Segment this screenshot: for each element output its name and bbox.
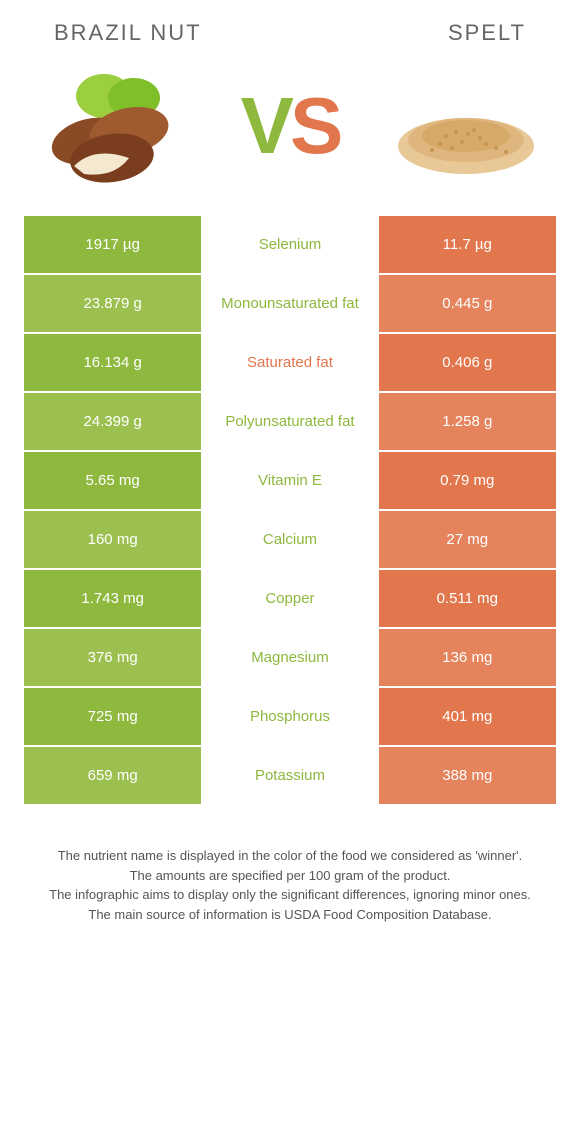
left-food-title: BRAZIL NUT	[54, 20, 202, 46]
left-value: 16.134 g	[24, 334, 201, 391]
table-row: 160 mgCalcium27 mg	[24, 511, 556, 568]
footnote-line: The amounts are specified per 100 gram o…	[34, 866, 546, 886]
brazil-nut-image	[34, 66, 194, 186]
table-row: 5.65 mgVitamin E0.79 mg	[24, 452, 556, 509]
footnotes: The nutrient name is displayed in the co…	[24, 806, 556, 924]
table-row: 376 mgMagnesium136 mg	[24, 629, 556, 686]
vs-label: VS	[241, 80, 340, 172]
right-value: 0.511 mg	[379, 570, 556, 627]
comparison-table: 1917 µgSelenium11.7 µg23.879 gMonounsatu…	[24, 216, 556, 804]
nutrient-name: Saturated fat	[201, 334, 378, 391]
right-food-title: SPELT	[448, 20, 526, 46]
spelt-image	[386, 66, 546, 186]
right-value: 0.79 mg	[379, 452, 556, 509]
nutrient-name: Copper	[201, 570, 378, 627]
nutrient-name: Polyunsaturated fat	[201, 393, 378, 450]
left-value: 725 mg	[24, 688, 201, 745]
nutrient-name: Monounsaturated fat	[201, 275, 378, 332]
left-value: 23.879 g	[24, 275, 201, 332]
table-row: 1.743 mgCopper0.511 mg	[24, 570, 556, 627]
left-value: 160 mg	[24, 511, 201, 568]
nutrient-name: Magnesium	[201, 629, 378, 686]
right-value: 27 mg	[379, 511, 556, 568]
left-value: 1.743 mg	[24, 570, 201, 627]
right-value: 1.258 g	[379, 393, 556, 450]
left-value: 5.65 mg	[24, 452, 201, 509]
footnote-line: The infographic aims to display only the…	[34, 885, 546, 905]
nutrient-name: Potassium	[201, 747, 378, 804]
table-row: 23.879 gMonounsaturated fat0.445 g	[24, 275, 556, 332]
right-value: 0.406 g	[379, 334, 556, 391]
vs-s: S	[290, 80, 339, 172]
footnote-line: The main source of information is USDA F…	[34, 905, 546, 925]
table-row: 16.134 gSaturated fat0.406 g	[24, 334, 556, 391]
left-value: 1917 µg	[24, 216, 201, 273]
nutrient-name: Vitamin E	[201, 452, 378, 509]
nutrient-name: Selenium	[201, 216, 378, 273]
vs-v: V	[241, 80, 290, 172]
left-value: 376 mg	[24, 629, 201, 686]
right-value: 11.7 µg	[379, 216, 556, 273]
table-row: 1917 µgSelenium11.7 µg	[24, 216, 556, 273]
table-row: 725 mgPhosphorus401 mg	[24, 688, 556, 745]
right-value: 401 mg	[379, 688, 556, 745]
left-value: 659 mg	[24, 747, 201, 804]
footnote-line: The nutrient name is displayed in the co…	[34, 846, 546, 866]
right-value: 136 mg	[379, 629, 556, 686]
header-titles: BRAZIL NUT SPELT	[24, 20, 556, 56]
right-value: 0.445 g	[379, 275, 556, 332]
hero-row: VS	[24, 56, 556, 216]
table-row: 659 mgPotassium388 mg	[24, 747, 556, 804]
right-value: 388 mg	[379, 747, 556, 804]
left-value: 24.399 g	[24, 393, 201, 450]
nutrient-name: Phosphorus	[201, 688, 378, 745]
nutrient-name: Calcium	[201, 511, 378, 568]
table-row: 24.399 gPolyunsaturated fat1.258 g	[24, 393, 556, 450]
